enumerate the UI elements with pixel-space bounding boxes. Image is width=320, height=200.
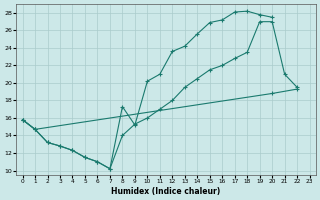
X-axis label: Humidex (Indice chaleur): Humidex (Indice chaleur) (111, 187, 221, 196)
